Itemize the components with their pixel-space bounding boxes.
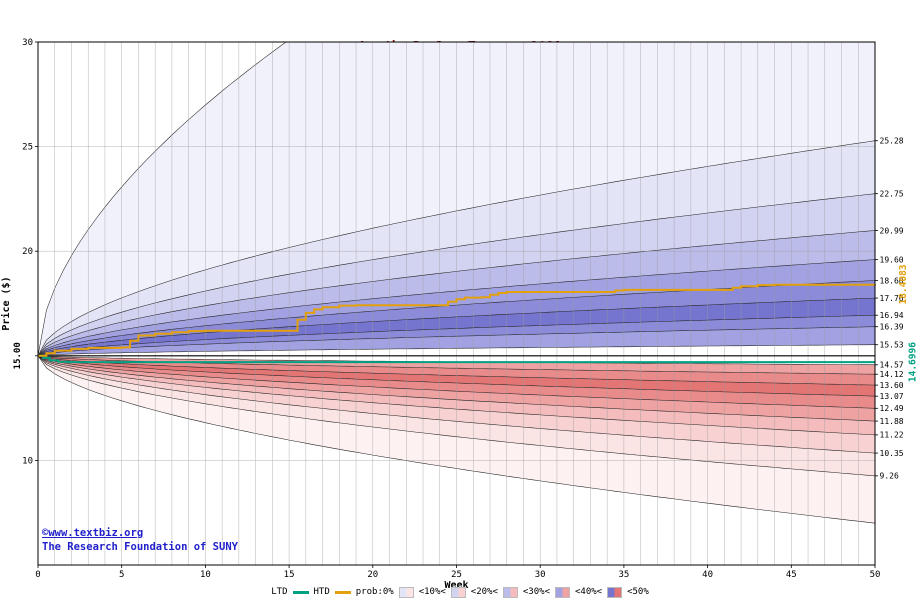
svg-text:45: 45 — [786, 570, 797, 580]
legend-ltd-label: LTD — [271, 587, 288, 597]
svg-text:30: 30 — [535, 570, 546, 580]
svg-text:10: 10 — [200, 570, 211, 580]
svg-text:14.57: 14.57 — [880, 361, 904, 370]
legend-threshold-0: prob:0% — [355, 587, 394, 597]
svg-text:20.99: 20.99 — [880, 226, 904, 235]
htd-line — [38, 283, 876, 357]
svg-text:5: 5 — [119, 570, 124, 580]
chart-legend: LTD HTD prob:0% <10%< <20%< <30%< <40%< <50% — [0, 584, 920, 600]
svg-text:30: 30 — [22, 38, 33, 48]
svg-text:12.49: 12.49 — [880, 404, 904, 413]
watermark-site-link[interactable]: ©www.textbiz.org — [42, 527, 144, 539]
svg-text:13.07: 13.07 — [880, 392, 904, 401]
low-band-3 — [38, 355, 875, 409]
legend-threshold-1: <10%< — [418, 587, 446, 597]
svg-text:40: 40 — [702, 570, 713, 580]
legend-prob-swatch-4 — [554, 586, 570, 598]
svg-text:18.60: 18.60 — [880, 276, 904, 285]
week-axis-title: Week — [444, 580, 468, 591]
high-band-3 — [38, 280, 875, 356]
high-band-7 — [38, 140, 875, 356]
svg-text:20: 20 — [22, 247, 33, 257]
svg-text:17.76: 17.76 — [880, 294, 904, 303]
high-band-5 — [38, 230, 875, 356]
legend-prob-swatch-5 — [607, 586, 623, 598]
svg-text:9.26: 9.26 — [880, 472, 899, 481]
price-axis-title: Price ($) — [0, 276, 12, 330]
legend-threshold-5: <50% — [627, 587, 649, 597]
watermark-org: The Research Foundation of SUNY — [42, 541, 238, 553]
right-value-labels: 25.28 22.75 20.99 19.60 18.60 17.76 16.94 16.39… — [875, 137, 904, 481]
legend-prob-swatch-1 — [398, 586, 414, 598]
legend-prob-swatch-3 — [502, 586, 518, 598]
legend-prob-swatch-2 — [450, 586, 466, 598]
svg-text:11.22: 11.22 — [880, 431, 904, 440]
legend-ltd-swatch — [292, 590, 309, 594]
svg-text:13.60: 13.60 — [880, 381, 904, 390]
svg-text:14.12: 14.12 — [880, 370, 904, 379]
ltd-final-label: 14.6996 — [908, 342, 919, 382]
svg-text:16.39: 16.39 — [880, 323, 904, 332]
svg-text:19.60: 19.60 — [880, 255, 904, 264]
x-tick-labels: 0 5 10 15 20 25 30 35 40 45 50 — [35, 565, 880, 580]
low-band-6 — [38, 355, 875, 454]
svg-text:25: 25 — [22, 143, 33, 153]
svg-text:50: 50 — [870, 570, 881, 580]
svg-text:15: 15 — [284, 570, 295, 580]
svg-text:10: 10 — [22, 456, 33, 466]
legend-threshold-4: <40%< — [574, 587, 603, 597]
svg-text:0: 0 — [35, 570, 40, 580]
svg-text:35: 35 — [618, 570, 629, 580]
high-boundary-9 — [38, 42, 287, 356]
low-band-7 — [38, 355, 875, 476]
ltd-line — [38, 354, 875, 364]
svg-text:15.53: 15.53 — [880, 341, 904, 350]
legend-threshold-3: <30%< — [522, 587, 550, 597]
svg-text:20: 20 — [367, 570, 378, 580]
legend-htd-label: HTD — [313, 587, 330, 597]
svg-text:22.75: 22.75 — [880, 189, 904, 198]
htd-final-label: 18.4083 — [898, 264, 909, 304]
high-band-6 — [38, 193, 875, 356]
svg-text:10.35: 10.35 — [880, 449, 904, 458]
low-band-5 — [38, 355, 875, 435]
high-band-4 — [38, 259, 875, 356]
legend-htd-swatch — [334, 590, 351, 594]
svg-text:11.88: 11.88 — [880, 417, 904, 426]
y-tick-labels: 30 25 20 15.00 10 — [13, 38, 38, 466]
svg-text:16.94: 16.94 — [880, 311, 904, 320]
low-band-4 — [38, 355, 875, 422]
svg-text:25: 25 — [451, 570, 462, 580]
y-tick-start-price: 15.00 — [13, 342, 23, 369]
svg-text:25.28: 25.28 — [880, 137, 904, 146]
legend-threshold-2: <20%< — [470, 587, 498, 597]
